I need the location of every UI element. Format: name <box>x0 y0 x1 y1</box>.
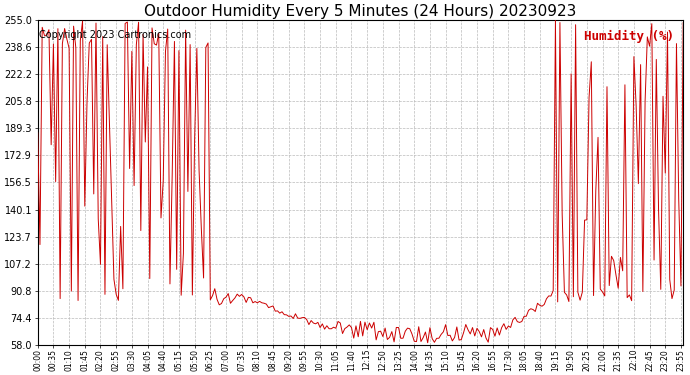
Title: Outdoor Humidity Every 5 Minutes (24 Hours) 20230923: Outdoor Humidity Every 5 Minutes (24 Hou… <box>144 4 577 19</box>
Text: Humidity (%): Humidity (%) <box>584 30 673 43</box>
Text: Copyright 2023 Cartronics.com: Copyright 2023 Cartronics.com <box>39 30 191 40</box>
